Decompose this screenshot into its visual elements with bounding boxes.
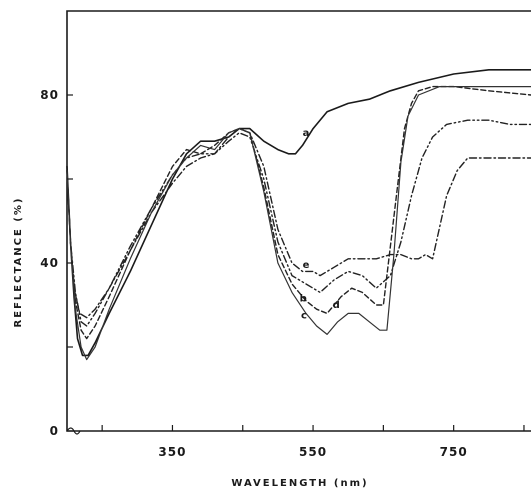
origin-wiggle: [66, 427, 81, 435]
curve-label-a: a: [303, 128, 310, 139]
x-axis-label: WAVELENGTH (nm): [231, 478, 368, 489]
series-line-e: [66, 127, 531, 319]
plot-frame: [66, 10, 531, 432]
x-tick-label: 550: [299, 445, 327, 459]
curve-label-d: d: [333, 300, 340, 311]
series-line-d: [66, 119, 531, 327]
y-tick-label: 80: [40, 88, 59, 102]
series-line-c: [66, 86, 531, 361]
x-tick-label: 350: [158, 445, 186, 459]
y-axis-label: REFLECTANCE (%): [13, 197, 24, 328]
curve-label-c: c: [301, 311, 307, 322]
y-tick-label: 0: [50, 424, 59, 438]
series-line-b: [66, 85, 531, 340]
curve-label-b: b: [300, 294, 307, 305]
series-line-a: [66, 69, 531, 357]
curve-label-e: e: [303, 260, 310, 271]
y-tick-label: 40: [40, 256, 59, 270]
x-tick-label: 750: [440, 445, 468, 459]
